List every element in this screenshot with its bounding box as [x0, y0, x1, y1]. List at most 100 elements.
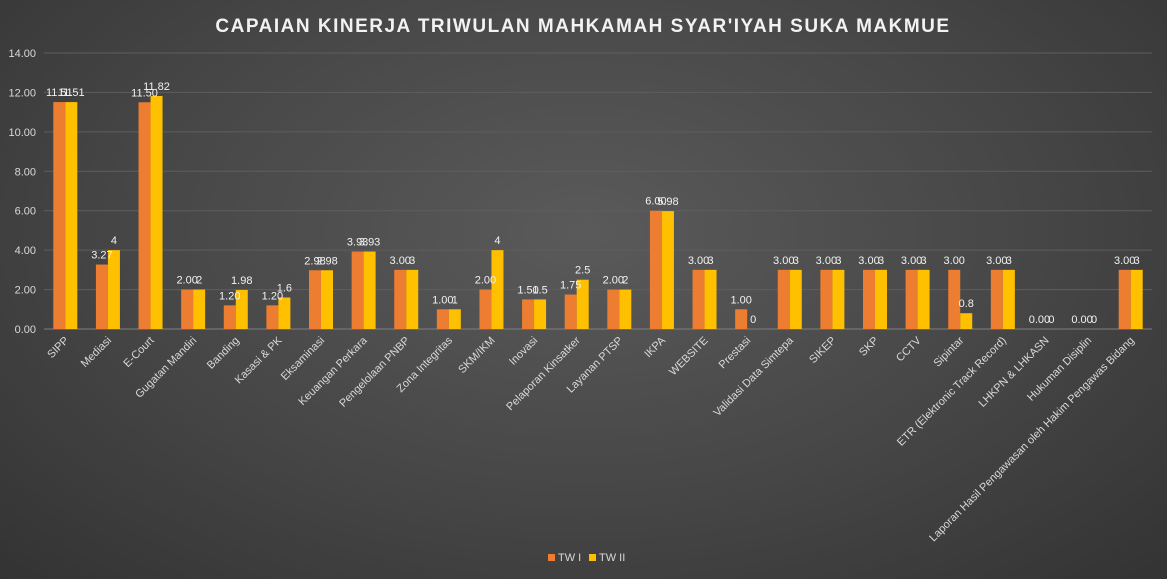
- legend-swatch: [589, 554, 596, 561]
- category-label: Prestasi: [717, 335, 754, 372]
- category-label: Pelaporan Kinsatker: [504, 334, 583, 413]
- category-label: E-Court: [121, 335, 156, 370]
- data-label: 6.00: [645, 196, 666, 208]
- bar-series-2: [321, 270, 333, 329]
- bar-series-2: [235, 289, 248, 329]
- data-label: 1: [452, 294, 458, 306]
- bar-series-1: [522, 299, 535, 329]
- bar-series-2: [406, 269, 419, 329]
- bar-series-1: [266, 305, 279, 329]
- bar-series-1: [394, 269, 407, 329]
- category-label: Validasi Data Simtepa: [711, 334, 796, 419]
- bar-series-1: [351, 251, 364, 329]
- data-label: 2.00: [176, 275, 197, 287]
- data-label: 1.6: [277, 282, 292, 294]
- bar-series-1: [820, 269, 833, 329]
- data-label: 3.00: [390, 255, 411, 267]
- bar-series-2: [363, 251, 376, 329]
- bar-series-1: [223, 305, 236, 329]
- data-label: 3: [1134, 255, 1140, 267]
- bar-series-2: [576, 279, 589, 329]
- bar-series-2: [875, 269, 887, 329]
- data-label: 0: [1091, 314, 1097, 326]
- data-label: 0.8: [959, 298, 974, 310]
- data-label: 2.00: [603, 275, 624, 287]
- category-label: CCTV: [894, 334, 924, 364]
- bar-series-2: [448, 309, 461, 329]
- data-label: 3.00: [688, 255, 709, 267]
- y-tick-label: 8.00: [15, 166, 36, 178]
- data-label: 2.98: [304, 255, 325, 267]
- data-label: 3: [409, 255, 415, 267]
- bar-series-1: [138, 102, 151, 330]
- y-tick-label: 2.00: [15, 285, 36, 297]
- bar-series-2: [278, 297, 291, 329]
- bar-series-1: [948, 269, 961, 329]
- bar-series-1: [436, 309, 449, 329]
- data-label: 3.93: [359, 237, 380, 249]
- bar-series-1: [564, 294, 577, 329]
- category-label: Pengelolaan PNBP: [337, 335, 412, 410]
- data-label: 3: [707, 255, 713, 267]
- bar-series-1: [990, 269, 1003, 329]
- bar-series-2: [917, 269, 930, 329]
- category-label: LHKPN & LHKASN: [977, 335, 1052, 410]
- bars: [53, 95, 1143, 330]
- data-label: 2: [196, 275, 202, 287]
- bar-series-2: [1002, 269, 1015, 329]
- bar-series-2: [150, 95, 163, 329]
- category-label: WEBSITE: [667, 335, 710, 378]
- bar-series-1: [735, 309, 748, 329]
- bar-series-2: [534, 299, 547, 329]
- legend-swatch: [548, 554, 555, 561]
- bar-series-1: [95, 264, 108, 329]
- data-label: 3: [878, 255, 884, 267]
- data-label: 3: [793, 255, 799, 267]
- bar-series-2: [960, 313, 973, 329]
- data-label: 3.27: [91, 250, 112, 262]
- data-label: 3.00: [986, 255, 1007, 267]
- category-label: SIKEP: [807, 335, 838, 366]
- data-label: 2.00: [475, 275, 496, 287]
- bar-series-1: [649, 210, 662, 329]
- category-label: SIPP: [45, 335, 71, 361]
- y-tick-label: 6.00: [15, 206, 36, 218]
- y-tick-label: 0.00: [15, 324, 36, 336]
- gridlines: [44, 52, 1152, 330]
- bar-series-1: [53, 102, 66, 330]
- legend: TW I TW II: [548, 552, 625, 564]
- data-label: 1.00: [730, 294, 751, 306]
- data-label: 1.75: [560, 280, 581, 292]
- data-labels: 11.5111.513.27411.5011.822.0021.201.981.…: [46, 81, 1140, 326]
- bar-series-2: [65, 102, 78, 330]
- category-label: Banding: [205, 335, 242, 372]
- legend-label: TW II: [599, 552, 625, 564]
- bar-series-1: [863, 269, 875, 329]
- category-label: Inovasi: [507, 335, 540, 368]
- data-label: 0.00: [1029, 314, 1050, 326]
- bar-series-2: [193, 289, 206, 329]
- bar-series-2: [661, 211, 674, 329]
- bar-series-1: [607, 289, 620, 329]
- data-label: 1.98: [231, 275, 252, 287]
- category-label: Mediasi: [79, 335, 114, 370]
- y-tick-label: 4.00: [15, 245, 36, 257]
- data-label: 11.51: [46, 87, 73, 99]
- data-label: 3: [835, 255, 841, 267]
- data-label: 3.00: [773, 255, 794, 267]
- data-label: 1.00: [432, 294, 453, 306]
- bar-series-1: [692, 269, 705, 329]
- category-label: Laporan Hasil Pengawasan oleh Hakim Peng…: [927, 335, 1137, 545]
- bar-series-2: [832, 269, 845, 329]
- y-tick-label: 14.00: [8, 48, 36, 60]
- data-label: 3: [1006, 255, 1012, 267]
- chart-title: CAPAIAN KINERJA TRIWULAN MAHKAMAH SYAR'I…: [215, 16, 950, 37]
- data-label: 11.82: [143, 81, 170, 93]
- bar-series-2: [491, 250, 504, 329]
- category-label: Sipintar: [931, 334, 966, 369]
- data-label: 11.51: [58, 87, 85, 99]
- bar-series-1: [1118, 269, 1131, 329]
- data-label: 2.98: [316, 255, 337, 267]
